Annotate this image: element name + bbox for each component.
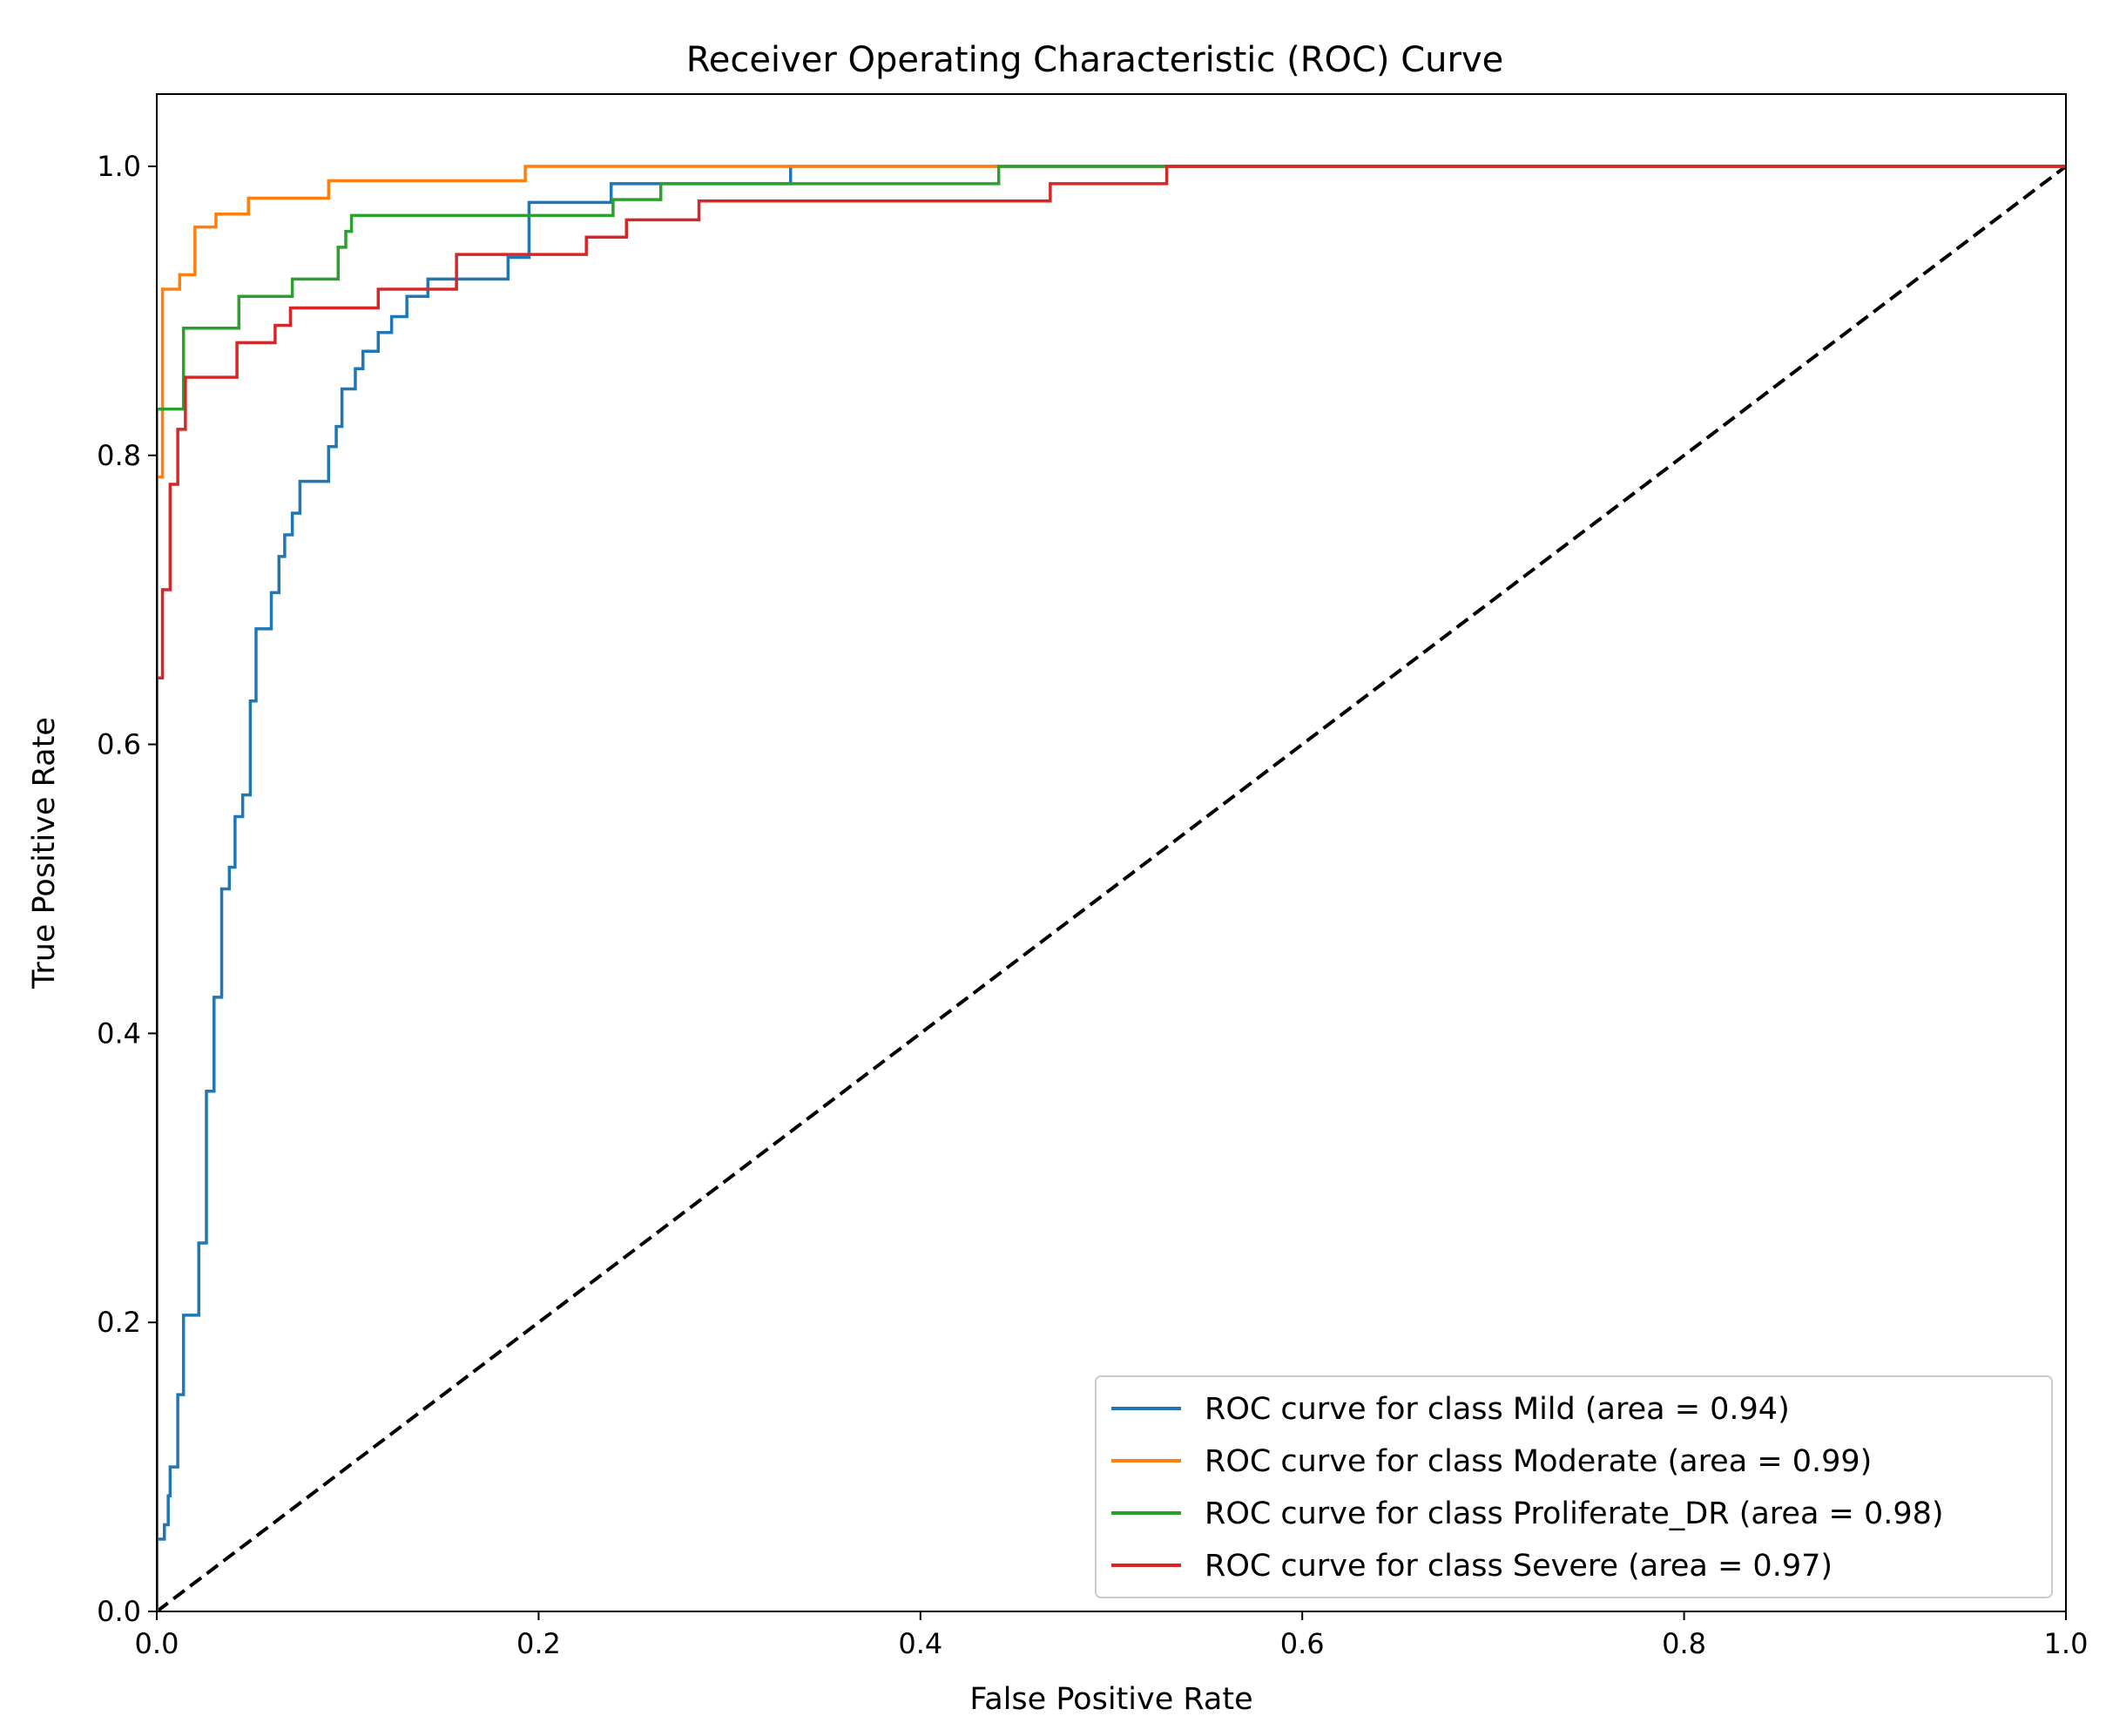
x-axis-ticks: 0.0 0.2 0.4 0.6 0.8 1.0 [135, 1611, 2089, 1660]
y-axis-ticks: 0.0 0.2 0.4 0.6 0.8 1.0 [97, 150, 157, 1628]
y-tick-label: 1.0 [97, 150, 141, 183]
plot-frame [156, 93, 2067, 1612]
roc-line-moderate [157, 165, 2066, 1611]
legend-box [1095, 1375, 2053, 1598]
y-tick-label: 0.8 [97, 439, 141, 472]
x-tick-label: 0.2 [516, 1627, 561, 1660]
y-tick-label: 0.2 [97, 1306, 141, 1339]
y-axis-label: True Positive Rate [27, 717, 62, 990]
legend-label-mild: ROC curve for class Mild (area = 0.94) [1205, 1392, 1790, 1427]
chart-title: Receiver Operating Characteristic (ROC) … [686, 40, 1504, 80]
roc-line-severe [157, 165, 2066, 1611]
legend-label-severe: ROC curve for class Severe (area = 0.97) [1205, 1549, 1833, 1584]
y-tick-label: 0.0 [97, 1595, 141, 1628]
reference-diagonal-line [157, 165, 2066, 1611]
x-axis-label: False Positive Rate [969, 1682, 1252, 1717]
x-tick-label: 0.8 [1662, 1627, 1706, 1660]
x-tick-label: 0.6 [1280, 1627, 1325, 1660]
y-tick-label: 0.6 [97, 728, 141, 761]
x-tick-label: 1.0 [2044, 1627, 2089, 1660]
legend-label-proliferate-dr: ROC curve for class Proliferate_DR (area… [1205, 1496, 1944, 1531]
x-tick-label: 0.4 [898, 1627, 942, 1660]
roc-line-proliferate-dr [157, 165, 2066, 1611]
roc-line-mild [157, 165, 2066, 1611]
legend-label-moderate: ROC curve for class Moderate (area = 0.9… [1205, 1444, 1872, 1479]
legend: ROC curve for class Mild (area = 0.94) RO… [1095, 1375, 2053, 1598]
series-layer [157, 165, 2066, 1611]
x-tick-label: 0.0 [135, 1627, 179, 1660]
y-tick-label: 0.4 [97, 1017, 141, 1050]
